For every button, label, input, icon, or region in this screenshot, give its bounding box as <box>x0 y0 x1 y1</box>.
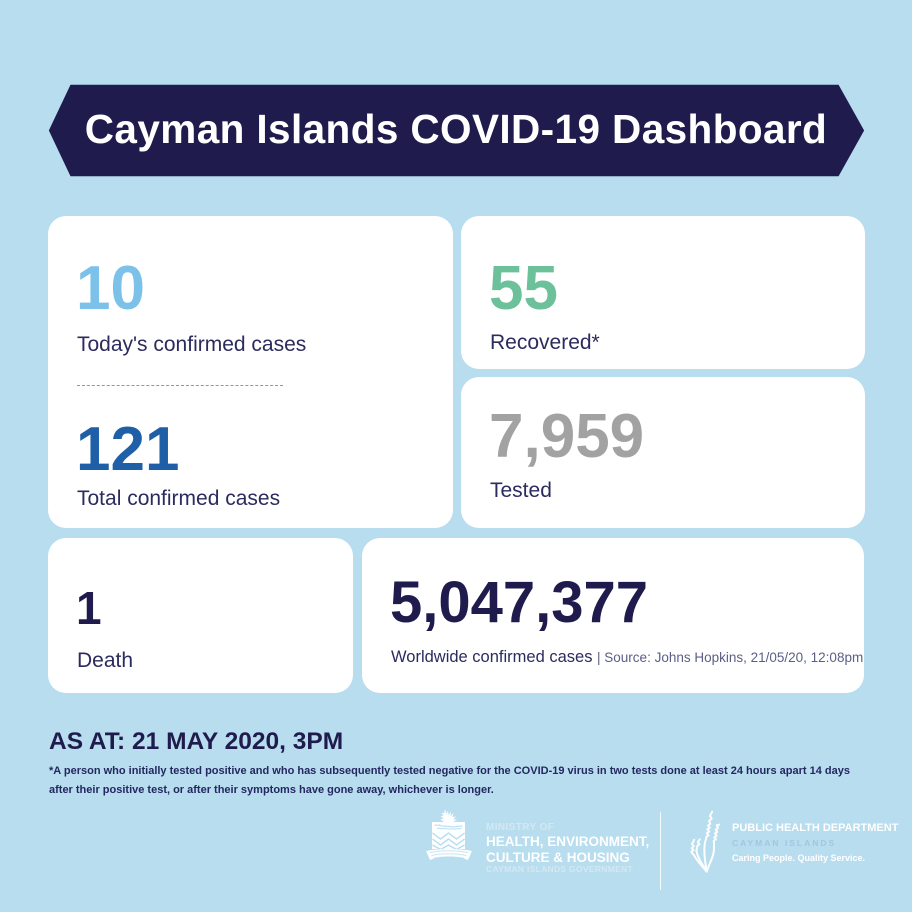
svg-text:Cayman Islands COVID-19 Dashbo: Cayman Islands COVID-19 Dashboard <box>85 106 827 152</box>
